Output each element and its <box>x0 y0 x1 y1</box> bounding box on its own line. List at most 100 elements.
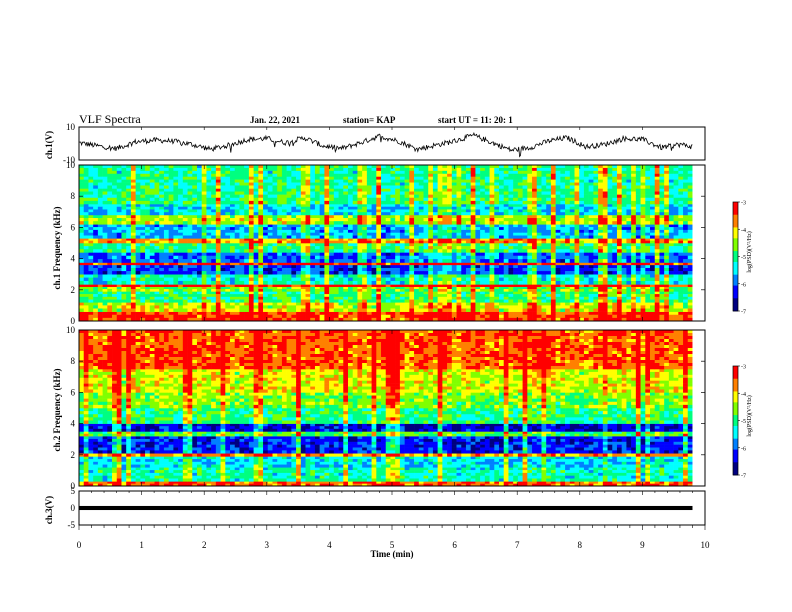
spectrogram-cell <box>239 232 245 236</box>
spectrogram-cell <box>664 224 670 228</box>
spectrogram-cell <box>112 308 118 312</box>
spectrogram-cell <box>130 274 136 278</box>
spectrogram-cell <box>593 246 599 250</box>
spectrogram-cell <box>414 227 420 231</box>
spectrogram-cell <box>508 232 514 236</box>
spectrogram-cell <box>338 296 344 300</box>
spectrogram-cell <box>211 249 217 253</box>
spectrogram-cell <box>626 243 632 247</box>
spectrogram-cell <box>432 206 438 210</box>
spectrogram-cell <box>579 224 585 228</box>
spectrogram-cell <box>447 214 453 219</box>
spectrogram-cell <box>182 204 188 208</box>
spectrogram-cell <box>645 246 651 250</box>
spectrogram-cell <box>381 232 387 236</box>
spectrogram-cell <box>555 227 561 231</box>
spectrogram-cell <box>187 305 193 309</box>
spectrogram-cell <box>126 206 132 210</box>
spectrogram-cell <box>145 286 151 290</box>
spectrogram-cell <box>248 238 254 241</box>
spectrogram-cell <box>395 264 401 269</box>
spectrogram-cell <box>650 206 656 210</box>
spectrogram-cell <box>602 206 608 210</box>
spectrogram-cell <box>418 305 424 309</box>
spectrogram-cell <box>182 235 188 239</box>
spectrogram-cell <box>626 317 632 322</box>
spectrogram-cell <box>465 252 471 257</box>
spectrogram-cell <box>130 271 136 275</box>
spectrogram-cell <box>569 296 575 300</box>
spectrogram-cell <box>88 302 94 306</box>
spectrogram-cell <box>664 214 670 219</box>
spectrogram-cell <box>508 221 514 225</box>
spectrogram-cell <box>503 206 509 210</box>
spectrogram-cell <box>121 218 127 222</box>
spectrogram-cell <box>102 286 108 290</box>
spectrogram-cell <box>267 259 273 263</box>
spectrogram-cell <box>409 317 415 322</box>
spectrogram-cell <box>126 249 132 253</box>
spectrogram-cell <box>362 267 368 272</box>
spectrogram-cell <box>616 264 622 269</box>
spectrogram-cell <box>607 240 613 244</box>
spectrogram-cell <box>442 314 448 319</box>
spectrogram-cell <box>220 214 226 219</box>
spectrogram-cell <box>168 204 174 208</box>
spectrogram-cell <box>447 311 453 316</box>
spectrogram-cell <box>489 235 495 239</box>
spectrogram-cell <box>343 274 349 278</box>
spectrogram-cell <box>291 274 297 278</box>
spectrogram-cell <box>546 274 552 278</box>
spectrogram-cell <box>423 238 429 241</box>
spectrogram-cell <box>503 294 509 298</box>
spectrogram-cell <box>343 291 349 295</box>
spectrogram-cell <box>196 238 202 241</box>
spectrogram-cell <box>263 291 269 295</box>
spectrogram-cell <box>678 308 684 312</box>
spectrogram-cell <box>664 252 670 257</box>
spectrogram-cell <box>173 317 179 322</box>
spectrogram-cell <box>192 252 198 257</box>
spectrogram-cell <box>88 291 94 295</box>
spectrogram-cell <box>678 291 684 295</box>
spectrogram-cell <box>654 284 660 287</box>
spectrogram-cell <box>248 232 254 236</box>
spectrogram-cell <box>220 280 226 285</box>
spectrogram-cell <box>432 308 438 312</box>
spectrogram-cell <box>489 280 495 285</box>
spectrogram-cell <box>107 238 113 241</box>
spectrogram-cell <box>532 232 538 236</box>
spectrogram-cell <box>352 314 358 319</box>
spectrogram-cell <box>376 240 382 244</box>
spectrogram-cell <box>248 274 254 278</box>
spectrogram-cell <box>140 291 146 295</box>
spectrogram-cell <box>583 218 589 222</box>
spectrogram-cell <box>503 280 509 285</box>
spectrogram-cell <box>347 214 354 219</box>
spectrogram-cell <box>687 246 693 250</box>
spectrogram-cell <box>494 302 500 306</box>
spectrogram-cell <box>267 235 273 239</box>
spectrogram-cell <box>541 255 547 260</box>
spectrogram-cell <box>437 227 443 231</box>
spectrogram-cell <box>126 252 132 257</box>
spectrogram-cell <box>517 308 523 312</box>
spectrogram-cell <box>329 227 335 231</box>
spectrogram-cell <box>215 252 221 257</box>
spectrogram-cell <box>546 238 552 241</box>
spectrogram-cell <box>678 302 684 306</box>
spectrogram-cell <box>555 296 561 300</box>
spectrogram-cell <box>234 264 240 269</box>
spectrogram-cell <box>598 238 604 241</box>
spectrogram-cell <box>399 289 405 292</box>
spectrogram-cell <box>517 286 523 290</box>
spectrogram-cell <box>239 227 245 231</box>
spectrogram-cell <box>423 259 429 263</box>
spectrogram-cell <box>112 311 118 316</box>
spectrogram-cell <box>598 289 604 292</box>
spectrogram-cell <box>437 305 443 309</box>
spectrogram-cell <box>659 296 665 300</box>
spectrogram-cell <box>281 291 287 295</box>
spectrogram-cell <box>574 317 580 322</box>
spectrogram-cell <box>673 204 679 208</box>
